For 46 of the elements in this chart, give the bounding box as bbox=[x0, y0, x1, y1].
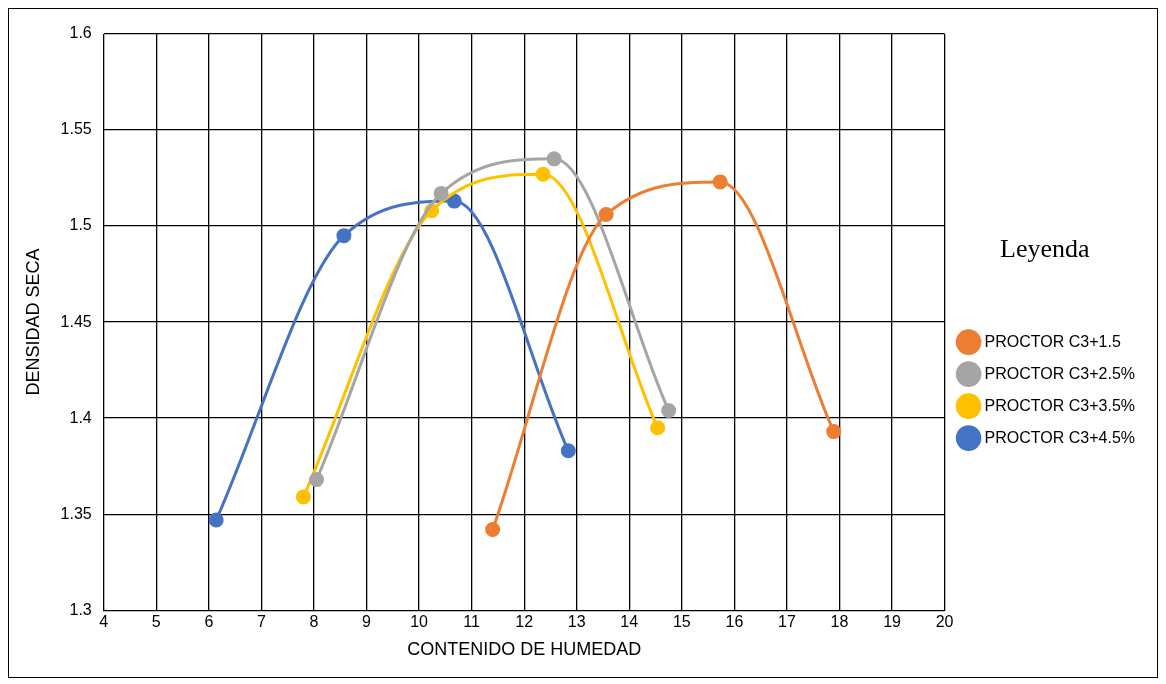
y-tick-label: 1.5 bbox=[69, 216, 92, 234]
point bbox=[485, 522, 501, 538]
y-tick-label: 1.3 bbox=[69, 600, 92, 618]
y-tick-label: 1.35 bbox=[60, 504, 92, 522]
legend-label: PROCTOR C3+3.5% bbox=[984, 396, 1135, 414]
point bbox=[309, 472, 325, 488]
x-tick-label: 20 bbox=[935, 613, 954, 631]
point bbox=[650, 420, 666, 436]
point bbox=[560, 443, 576, 459]
point bbox=[826, 424, 842, 440]
x-tick-label: 11 bbox=[463, 613, 481, 631]
y-tick-label: 1.45 bbox=[60, 312, 92, 330]
point bbox=[546, 151, 562, 167]
y-axis-title: DENSIDAD SECA bbox=[22, 248, 43, 396]
point bbox=[336, 228, 352, 244]
point bbox=[208, 512, 224, 528]
point bbox=[712, 174, 728, 190]
x-tick-label: 10 bbox=[410, 613, 429, 631]
x-tick-label: 15 bbox=[672, 613, 691, 631]
x-tick-label: 9 bbox=[362, 613, 372, 631]
x-tick-label: 17 bbox=[778, 613, 796, 631]
x-tick-label: 6 bbox=[204, 613, 214, 631]
y-tick-label: 1.55 bbox=[60, 120, 92, 138]
x-tick-label: 5 bbox=[151, 613, 161, 631]
x-tick-label: 12 bbox=[515, 613, 534, 631]
x-tick-label: 18 bbox=[830, 613, 849, 631]
point bbox=[661, 402, 677, 418]
legend-label: PROCTOR C3+2.5% bbox=[984, 364, 1135, 382]
y-tick-label: 1.4 bbox=[69, 408, 92, 426]
legend-title: Leyenda bbox=[1000, 233, 1090, 263]
x-tick-label: 19 bbox=[883, 613, 902, 631]
x-tick-label: 14 bbox=[620, 613, 639, 631]
x-tick-label: 4 bbox=[99, 613, 109, 631]
legend-label: PROCTOR C3+4.5% bbox=[984, 428, 1135, 446]
point bbox=[598, 207, 614, 223]
legend-label: PROCTOR C3+1.5 bbox=[984, 332, 1121, 350]
x-tick-label: 7 bbox=[256, 613, 266, 631]
point bbox=[535, 166, 551, 182]
x-tick-label: 8 bbox=[309, 613, 319, 631]
point bbox=[433, 185, 449, 201]
x-axis-title: CONTENIDO DE HUMEDAD bbox=[407, 639, 642, 660]
y-tick-label: 1.6 bbox=[69, 24, 92, 42]
x-tick-label: 13 bbox=[567, 613, 586, 631]
point bbox=[446, 193, 462, 209]
point bbox=[295, 489, 311, 505]
x-tick-label: 16 bbox=[725, 613, 744, 631]
